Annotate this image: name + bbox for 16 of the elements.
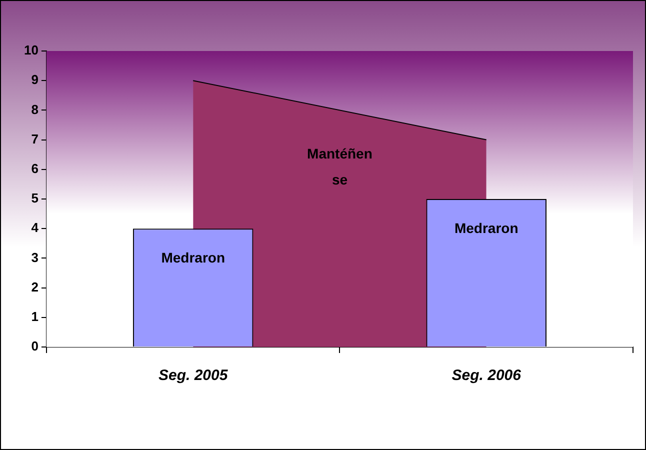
y-tick-label: 9 <box>31 72 38 88</box>
text: Medraron <box>454 220 518 236</box>
y-tick-label: 3 <box>31 250 38 265</box>
series-label: Medraron <box>161 249 225 266</box>
x-tick-label: Seg. 2005 <box>158 367 228 384</box>
y-tick-label: 6 <box>31 160 38 176</box>
y-tick-label: 4 <box>31 220 40 236</box>
y-tick-label: 0 <box>31 338 38 354</box>
y-tick-label: 1 <box>31 308 38 324</box>
y-tick-label: 10 <box>24 42 38 58</box>
series-label: Mantéñen se <box>307 145 372 188</box>
y-tick-label: 2 <box>31 279 38 294</box>
y-tick-label: 5 <box>31 190 38 206</box>
x-tick-label: Seg. 2006 <box>452 367 522 384</box>
y-tick-label: 7 <box>31 131 38 146</box>
y-tick-label: 8 <box>31 102 38 117</box>
